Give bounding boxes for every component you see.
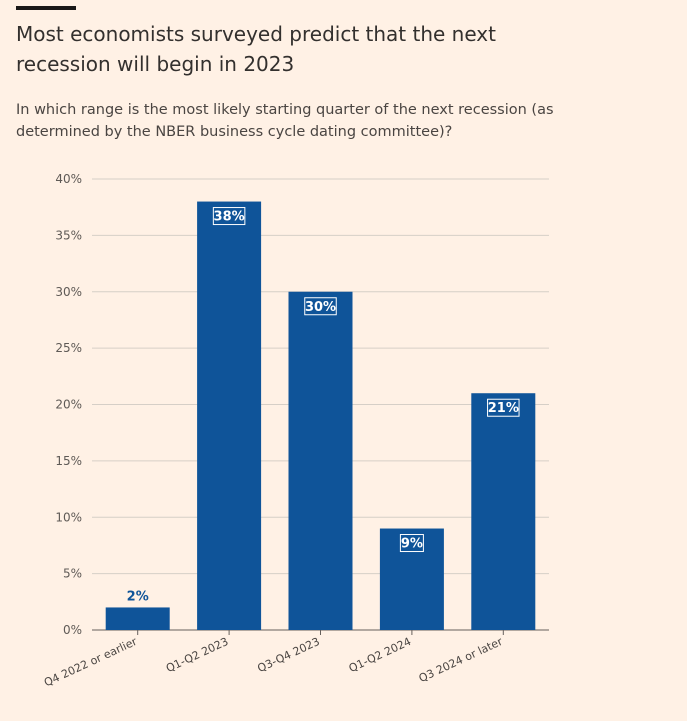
- data-label-frame: [399, 534, 424, 553]
- bar: [288, 291, 353, 630]
- data-label-frame: [304, 297, 337, 316]
- x-tick-label: Q1-Q2 2023: [164, 635, 230, 675]
- x-tick-label: Q4 2022 or earlier: [42, 635, 139, 690]
- y-tick-label: 30%: [55, 285, 82, 299]
- bar-data-label: 21%: [488, 401, 519, 416]
- bar: [471, 393, 536, 630]
- bar: [197, 201, 262, 631]
- data-label-frame: [212, 207, 246, 226]
- y-tick-label: 15%: [55, 454, 82, 468]
- y-tick-label: 10%: [55, 510, 82, 524]
- data-labels: 2% 38% 30% 9% 21%: [127, 207, 520, 604]
- y-tick-label: 20%: [55, 398, 82, 412]
- x-tick-label: Q1-Q2 2024: [347, 635, 413, 675]
- chart-title: Most economists surveyed predict that th…: [16, 22, 496, 76]
- chart-subtitle: In which range is the most likely starti…: [16, 102, 554, 140]
- bar-data-label: 9%: [401, 537, 423, 552]
- bar-data-label: 2%: [127, 589, 149, 604]
- y-tick-label: 25%: [55, 341, 82, 355]
- x-tick-label: Q3 2024 or later: [417, 635, 505, 685]
- x-tick-label: Q3-Q4 2023: [255, 635, 321, 675]
- y-axis-ticks: 0% 5% 10% 15% 20% 25% 30% 35% 40%: [55, 172, 82, 637]
- bar: [105, 607, 170, 630]
- bars: [105, 201, 536, 631]
- y-tick-label: 0%: [63, 623, 82, 637]
- y-tick-label: 40%: [55, 172, 82, 186]
- y-tick-label: 5%: [63, 567, 82, 581]
- y-tick-label: 35%: [55, 228, 82, 242]
- top-rule: [16, 6, 76, 10]
- bar: [379, 528, 444, 630]
- x-axis: Q4 2022 or earlier Q1-Q2 2023 Q3-Q4 2023 Q1…: [42, 630, 505, 689]
- data-label-frame: [487, 398, 520, 417]
- bar-data-label: 30%: [305, 300, 336, 315]
- bar-data-label: 38%: [214, 210, 245, 225]
